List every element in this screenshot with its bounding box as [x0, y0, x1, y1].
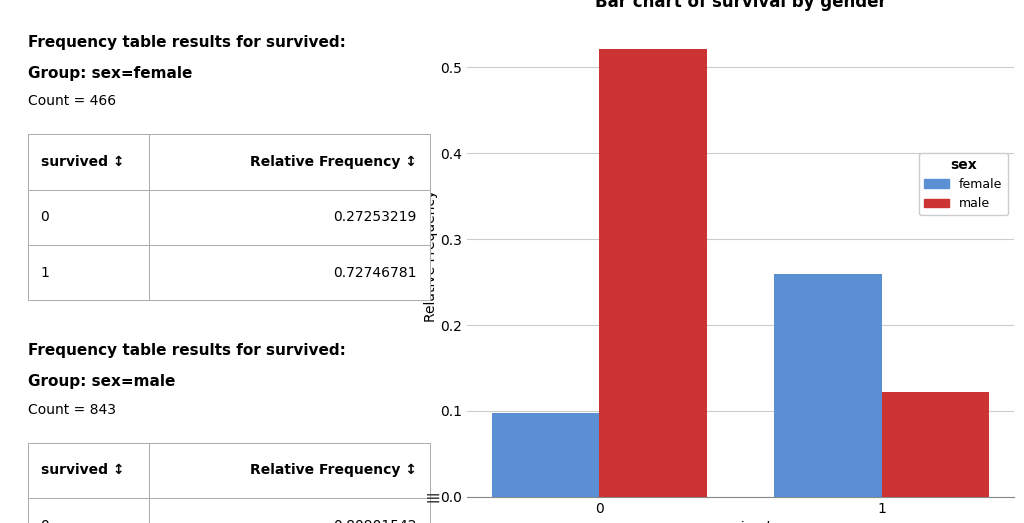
Bar	[148, 189, 430, 245]
Text: Group: sex=female: Group: sex=female	[28, 65, 191, 81]
Y-axis label: Relative Frequency: Relative Frequency	[424, 190, 437, 322]
Legend: female, male: female, male	[920, 153, 1008, 215]
Bar	[148, 498, 430, 523]
Bar	[599, 49, 707, 497]
X-axis label: survived: survived	[711, 521, 770, 523]
Bar	[148, 245, 430, 300]
Text: Group: sex=male: Group: sex=male	[28, 374, 175, 389]
Bar	[28, 498, 148, 523]
Text: Frequency table results for survived:: Frequency table results for survived:	[28, 35, 345, 50]
Text: 0.72746781: 0.72746781	[334, 266, 417, 279]
Bar	[148, 442, 430, 498]
Text: Count = 843: Count = 843	[28, 403, 116, 417]
Bar	[148, 134, 430, 189]
Text: survived ↕: survived ↕	[41, 155, 124, 169]
Text: 0.80901542: 0.80901542	[334, 519, 417, 523]
Text: ≡: ≡	[425, 488, 441, 507]
Bar	[28, 245, 148, 300]
Text: Count = 466: Count = 466	[28, 95, 116, 108]
Text: 0.27253219: 0.27253219	[334, 210, 417, 224]
Text: survived ↕: survived ↕	[41, 463, 124, 477]
Bar	[882, 392, 989, 497]
Bar	[28, 134, 148, 189]
Bar	[28, 442, 148, 498]
Bar	[493, 413, 599, 497]
Bar	[774, 274, 882, 497]
Text: 0: 0	[41, 519, 49, 523]
Title: Bar chart of survival by gender: Bar chart of survival by gender	[595, 0, 887, 12]
Text: Relative Frequency ↕: Relative Frequency ↕	[250, 155, 417, 169]
Text: Relative Frequency ↕: Relative Frequency ↕	[250, 463, 417, 477]
Bar	[28, 189, 148, 245]
Text: Frequency table results for survived:: Frequency table results for survived:	[28, 344, 345, 358]
Text: 0: 0	[41, 210, 49, 224]
Text: 1: 1	[41, 266, 49, 279]
